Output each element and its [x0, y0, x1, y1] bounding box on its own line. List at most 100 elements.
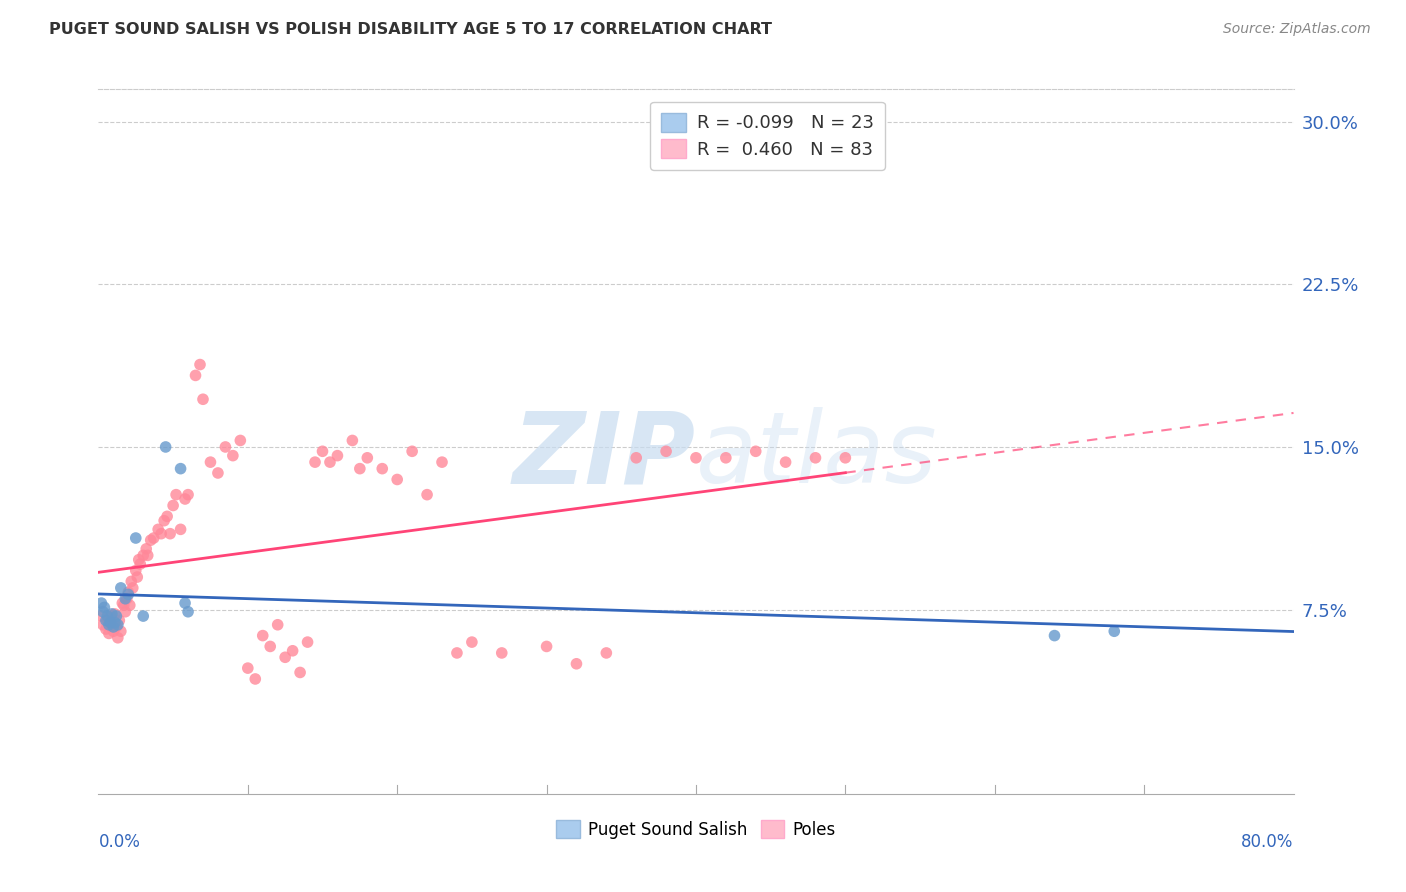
- Point: [311, 444, 333, 458]
- Point: [98, 609, 122, 624]
- Point: [115, 591, 138, 606]
- Point: [127, 570, 149, 584]
- Point: [188, 358, 211, 372]
- Point: [121, 581, 143, 595]
- Point: [125, 564, 148, 578]
- Point: [245, 672, 267, 686]
- Text: PUGET SOUND SALISH VS POLISH DISABILITY AGE 5 TO 17 CORRELATION CHART: PUGET SOUND SALISH VS POLISH DISABILITY …: [49, 22, 772, 37]
- Point: [90, 596, 112, 610]
- Point: [94, 622, 117, 636]
- Point: [114, 605, 136, 619]
- Legend: Puget Sound Salish, Poles: Puget Sound Salish, Poles: [550, 814, 842, 846]
- Text: ZIP: ZIP: [513, 407, 696, 504]
- Point: [159, 526, 181, 541]
- Point: [252, 629, 274, 643]
- Point: [105, 609, 128, 624]
- Point: [326, 449, 349, 463]
- Point: [1043, 629, 1066, 643]
- Point: [446, 646, 468, 660]
- Point: [356, 450, 378, 465]
- Point: [214, 440, 236, 454]
- Point: [162, 499, 184, 513]
- Point: [274, 650, 297, 665]
- Point: [108, 614, 131, 628]
- Point: [135, 541, 157, 556]
- Point: [117, 587, 139, 601]
- Point: [91, 605, 114, 619]
- Point: [236, 661, 259, 675]
- Point: [177, 488, 200, 502]
- Point: [371, 461, 394, 475]
- Point: [114, 591, 136, 606]
- Point: [184, 368, 207, 383]
- Text: 80.0%: 80.0%: [1241, 832, 1294, 851]
- Point: [565, 657, 588, 671]
- Point: [156, 509, 179, 524]
- Point: [107, 631, 129, 645]
- Point: [104, 607, 127, 621]
- Point: [97, 617, 120, 632]
- Point: [98, 615, 122, 630]
- Point: [101, 607, 124, 621]
- Point: [169, 461, 191, 475]
- Text: Source: ZipAtlas.com: Source: ZipAtlas.com: [1223, 22, 1371, 37]
- Point: [148, 522, 170, 536]
- Point: [169, 522, 191, 536]
- Point: [655, 444, 678, 458]
- Point: [200, 455, 222, 469]
- Point: [155, 440, 177, 454]
- Point: [342, 434, 364, 448]
- Point: [132, 609, 155, 624]
- Point: [319, 455, 342, 469]
- Point: [416, 488, 439, 502]
- Point: [775, 455, 797, 469]
- Point: [714, 450, 737, 465]
- Point: [139, 533, 162, 548]
- Point: [288, 665, 311, 680]
- Point: [150, 526, 173, 541]
- Point: [626, 450, 648, 465]
- Point: [174, 596, 197, 610]
- Point: [174, 491, 197, 506]
- Point: [94, 614, 117, 628]
- Point: [267, 617, 290, 632]
- Point: [103, 620, 125, 634]
- Point: [96, 609, 118, 624]
- Point: [117, 585, 139, 599]
- Point: [125, 531, 148, 545]
- Point: [129, 557, 152, 571]
- Text: 0.0%: 0.0%: [98, 832, 141, 851]
- Point: [96, 614, 118, 628]
- Point: [385, 473, 409, 487]
- Point: [118, 599, 141, 613]
- Point: [91, 617, 114, 632]
- Point: [222, 449, 245, 463]
- Point: [104, 615, 127, 630]
- Point: [111, 596, 134, 610]
- Point: [165, 488, 187, 502]
- Point: [401, 444, 423, 458]
- Point: [132, 549, 155, 563]
- Point: [834, 450, 856, 465]
- Point: [142, 531, 165, 545]
- Point: [491, 646, 513, 660]
- Point: [297, 635, 319, 649]
- Point: [110, 624, 132, 639]
- Point: [107, 617, 129, 632]
- Point: [90, 609, 112, 624]
- Point: [349, 461, 371, 475]
- Point: [93, 600, 115, 615]
- Point: [461, 635, 484, 649]
- Point: [804, 450, 827, 465]
- Point: [97, 626, 120, 640]
- Point: [281, 644, 304, 658]
- Point: [120, 574, 142, 589]
- Point: [259, 640, 281, 654]
- Point: [207, 466, 229, 480]
- Point: [191, 392, 214, 407]
- Point: [229, 434, 252, 448]
- Point: [177, 605, 200, 619]
- Point: [105, 620, 128, 634]
- Point: [430, 455, 453, 469]
- Point: [304, 455, 326, 469]
